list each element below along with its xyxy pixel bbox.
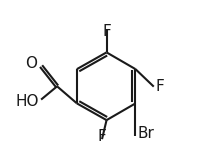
Text: F: F <box>98 129 106 144</box>
Text: Br: Br <box>137 126 154 141</box>
Text: HO: HO <box>15 94 39 109</box>
Text: O: O <box>25 56 37 71</box>
Text: F: F <box>102 24 111 39</box>
Text: F: F <box>155 79 164 94</box>
